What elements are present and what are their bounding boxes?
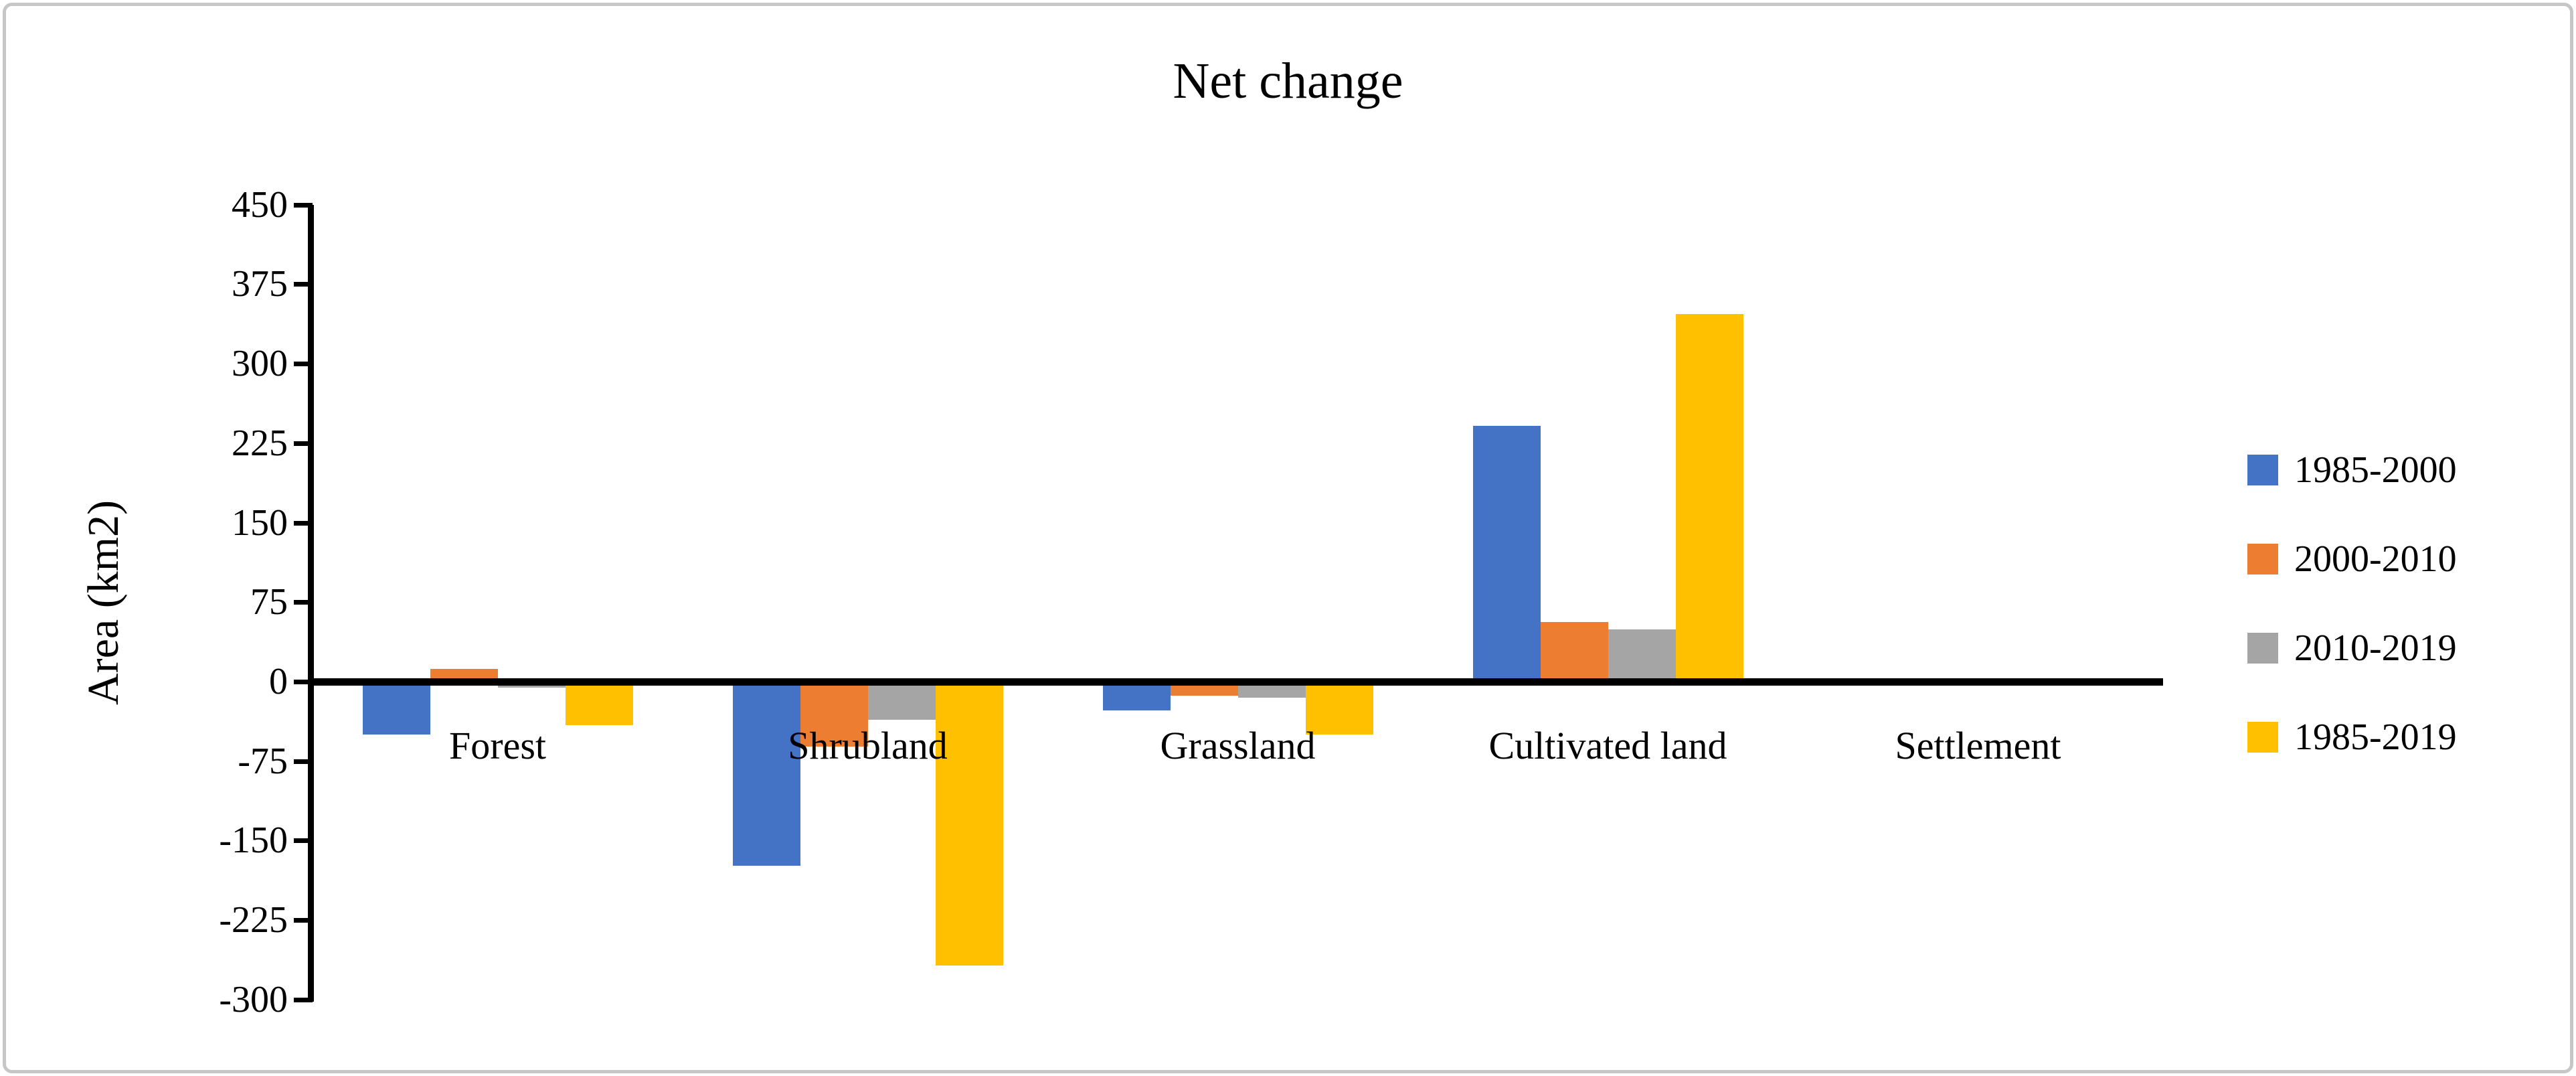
chart-border-frame — [3, 3, 2573, 1073]
category-label-cultivated-land: Cultivated land — [1488, 724, 1727, 767]
legend-swatch-icon — [2247, 544, 2278, 574]
legend-label: 2000-2010 — [2294, 538, 2457, 580]
x-axis-zero-line — [308, 678, 2163, 686]
legend-label: 1985-2000 — [2294, 449, 2457, 491]
y-tick-label: 375 — [232, 263, 288, 305]
y-tick-label: 300 — [232, 343, 288, 384]
y-tick-mark — [294, 362, 313, 366]
bar-1985-2019-cultivated-land — [1676, 314, 1743, 682]
y-tick-mark — [294, 282, 313, 287]
bar-1985-2019-shrubland — [936, 682, 1003, 966]
legend-label: 2010-2019 — [2294, 627, 2457, 669]
category-label-shrubland: Shrubland — [788, 724, 948, 767]
y-tick-label: 75 — [250, 581, 288, 623]
y-tick-mark — [294, 521, 313, 526]
bar-2010-2019-cultivated-land — [1608, 629, 1676, 682]
legend-swatch-icon — [2247, 633, 2278, 664]
legend-swatch-icon — [2247, 722, 2278, 753]
y-tick-mark — [294, 203, 313, 208]
legend-entry-2010-2019: 2010-2019 — [2247, 624, 2457, 672]
category-label-settlement: Settlement — [1895, 724, 2061, 767]
bar-1985-2000-cultivated-land — [1473, 426, 1541, 682]
legend-entry-2000-2010: 2000-2010 — [2247, 535, 2457, 583]
y-tick-label: 450 — [232, 184, 288, 226]
y-tick-mark — [294, 600, 313, 605]
y-tick-label: -75 — [238, 741, 288, 782]
y-tick-mark — [294, 998, 313, 1002]
bar-1985-2000-grassland — [1103, 682, 1171, 710]
y-tick-label: 225 — [232, 422, 288, 464]
bar-1985-2019-forest — [566, 682, 633, 725]
y-tick-label: -225 — [219, 899, 288, 941]
bar-2000-2010-cultivated-land — [1541, 622, 1608, 682]
category-label-grassland: Grassland — [1160, 724, 1316, 767]
y-tick-mark — [294, 759, 313, 764]
legend-entry-1985-2000: 1985-2000 — [2247, 446, 2457, 494]
chart-title: Net change — [1173, 53, 1403, 109]
bar-1985-2000-forest — [363, 682, 430, 735]
y-tick-mark — [294, 680, 313, 684]
y-tick-label: -150 — [219, 820, 288, 861]
category-label-forest: Forest — [449, 724, 546, 767]
bar-2010-2019-shrubland — [868, 682, 936, 720]
y-tick-mark — [294, 838, 313, 843]
legend-swatch-icon — [2247, 455, 2278, 485]
legend-entry-1985-2019: 1985-2019 — [2247, 713, 2457, 761]
legend-label: 1985-2019 — [2294, 716, 2457, 758]
y-tick-mark — [294, 441, 313, 446]
bar-2000-2010-shrubland — [800, 682, 868, 747]
bar-1985-2019-grassland — [1306, 682, 1373, 735]
y-tick-mark — [294, 918, 313, 923]
bar-1985-2000-shrubland — [733, 682, 800, 866]
y-tick-label: -300 — [219, 979, 288, 1020]
y-tick-label: 0 — [269, 661, 288, 702]
y-tick-label: 150 — [232, 502, 288, 544]
